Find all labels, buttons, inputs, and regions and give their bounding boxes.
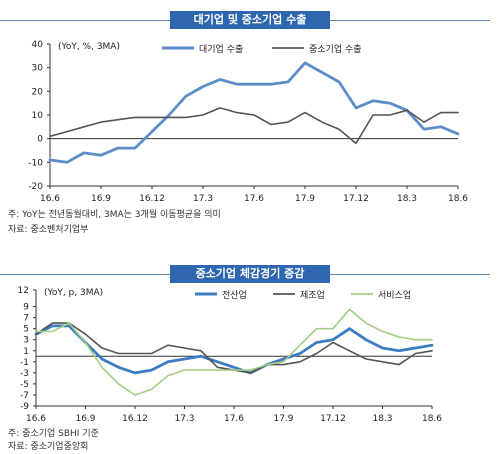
x-tick-label: 16.9 bbox=[75, 414, 95, 424]
x-tick-label: 17.3 bbox=[193, 194, 213, 204]
y-tick-label: 20 bbox=[32, 87, 44, 97]
chart-note: 주: 중소기업 SBHI 기준 bbox=[8, 429, 99, 439]
y-tick-label: -3 bbox=[20, 369, 29, 379]
x-tick-label: 17.9 bbox=[295, 194, 315, 204]
x-tick-label: 16.12 bbox=[139, 194, 165, 204]
x-tick-label: 18.6 bbox=[448, 194, 468, 204]
x-tick-label: 16.6 bbox=[40, 194, 60, 204]
y-tick-label: 12 bbox=[18, 286, 29, 296]
x-tick-label: 18.6 bbox=[422, 414, 442, 424]
y-tick-label: 30 bbox=[32, 64, 44, 74]
series-line-2 bbox=[35, 322, 433, 374]
y-tick-label: -20 bbox=[28, 182, 43, 192]
chart-sentiment: 중소기업 체감경기 증감 -9 -7 -5 -3 -1 1 3 5 7 9 12 16.6 16.9 16… bbox=[0, 258, 500, 454]
y-tick-label: 9 bbox=[23, 303, 29, 313]
y-tick-label: 10 bbox=[32, 111, 44, 121]
chart-title: 대기업 및 중소기업 수출 bbox=[170, 11, 330, 29]
x-tick-label: 18.3 bbox=[372, 414, 392, 424]
x-tick-label: 16.9 bbox=[91, 194, 111, 204]
y-tick-label: -5 bbox=[20, 380, 29, 390]
y-tick-label: 3 bbox=[23, 336, 29, 346]
chart-note: 주: YoY는 전년동월대비, 3MA는 3개월 이동평균을 의미 bbox=[8, 210, 221, 220]
y-tick-label: -7 bbox=[20, 391, 29, 401]
chart-source: 자료: 중소기업중앙회 bbox=[8, 442, 89, 452]
y-tick-label: 0 bbox=[37, 135, 43, 145]
y-tick-label: 5 bbox=[23, 325, 29, 335]
series-line-1 bbox=[34, 324, 434, 375]
x-tick-label: 17.12 bbox=[320, 414, 346, 424]
chart-plot: -20 -10 0 10 20 30 40 16.6 16.9 16.12 17.3 17.6 17.9… bbox=[28, 40, 468, 204]
x-tick-label: 17.6 bbox=[244, 194, 264, 204]
y-tick-label: 7 bbox=[23, 314, 29, 324]
series-line-2 bbox=[49, 107, 459, 145]
legend-label-2: 중소기업 수출 bbox=[309, 44, 362, 55]
x-tick-label: 17.6 bbox=[224, 414, 244, 424]
x-tick-label: 17.9 bbox=[273, 414, 293, 424]
x-tick-label: 17.3 bbox=[174, 414, 194, 424]
y-tick-label: 1 bbox=[23, 347, 29, 357]
chart-exports: 대기업 및 중소기업 수출 -20 -10 0 10 20 30 40 16.6 16.9 16.… bbox=[0, 11, 490, 235]
y-tick-label: -10 bbox=[28, 158, 43, 168]
y-tick-label: -9 bbox=[20, 402, 29, 412]
legend-label-1: 대기업 수출 bbox=[199, 44, 243, 55]
legend-label-2: 제조업 bbox=[300, 290, 325, 301]
x-tick-label: 16.12 bbox=[122, 414, 148, 424]
unit-label: (YoY, p, 3MA) bbox=[44, 288, 103, 298]
y-tick-label: 40 bbox=[32, 40, 44, 50]
x-tick-label: 17.12 bbox=[343, 194, 369, 204]
x-tick-label: 18.3 bbox=[397, 194, 417, 204]
chart-source: 자료: 중소벤처기업부 bbox=[8, 225, 89, 235]
y-tick-label: -1 bbox=[20, 358, 29, 368]
legend-label-3: 서비스업 bbox=[378, 290, 411, 301]
chart-title: 중소기업 체감경기 증감 bbox=[170, 265, 330, 283]
series-line-1 bbox=[48, 61, 460, 164]
x-tick-label: 16.6 bbox=[26, 414, 46, 424]
legend-label-1: 전산업 bbox=[222, 290, 247, 301]
series-line-3 bbox=[35, 308, 433, 396]
unit-label: (YoY, %, 3MA) bbox=[58, 42, 120, 52]
